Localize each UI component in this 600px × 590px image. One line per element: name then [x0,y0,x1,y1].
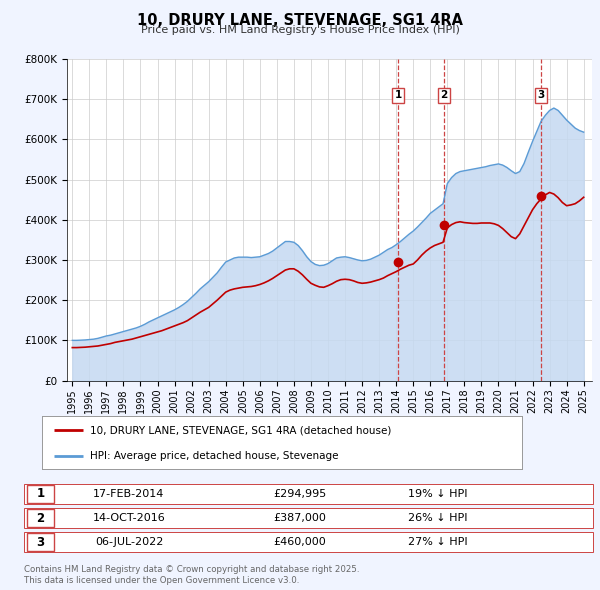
Text: Contains HM Land Registry data © Crown copyright and database right 2025.
This d: Contains HM Land Registry data © Crown c… [24,565,359,585]
Text: 10, DRURY LANE, STEVENAGE, SG1 4RA (detached house): 10, DRURY LANE, STEVENAGE, SG1 4RA (deta… [90,425,391,435]
Text: Price paid vs. HM Land Registry's House Price Index (HPI): Price paid vs. HM Land Registry's House … [140,25,460,35]
Text: 27% ↓ HPI: 27% ↓ HPI [408,537,468,547]
Text: 14-OCT-2016: 14-OCT-2016 [92,513,166,523]
Text: 3: 3 [538,90,545,100]
Text: HPI: Average price, detached house, Stevenage: HPI: Average price, detached house, Stev… [90,451,338,461]
Text: 10, DRURY LANE, STEVENAGE, SG1 4RA: 10, DRURY LANE, STEVENAGE, SG1 4RA [137,13,463,28]
Text: 2: 2 [37,512,44,525]
Text: 17-FEB-2014: 17-FEB-2014 [94,489,164,499]
Text: £294,995: £294,995 [274,489,326,499]
Text: £460,000: £460,000 [274,537,326,547]
Text: 19% ↓ HPI: 19% ↓ HPI [408,489,468,499]
Text: 3: 3 [37,536,44,549]
Text: 1: 1 [395,90,402,100]
Text: £387,000: £387,000 [274,513,326,523]
Text: 1: 1 [37,487,44,500]
Text: 26% ↓ HPI: 26% ↓ HPI [408,513,468,523]
Text: 2: 2 [440,90,448,100]
Text: 06-JUL-2022: 06-JUL-2022 [95,537,163,547]
